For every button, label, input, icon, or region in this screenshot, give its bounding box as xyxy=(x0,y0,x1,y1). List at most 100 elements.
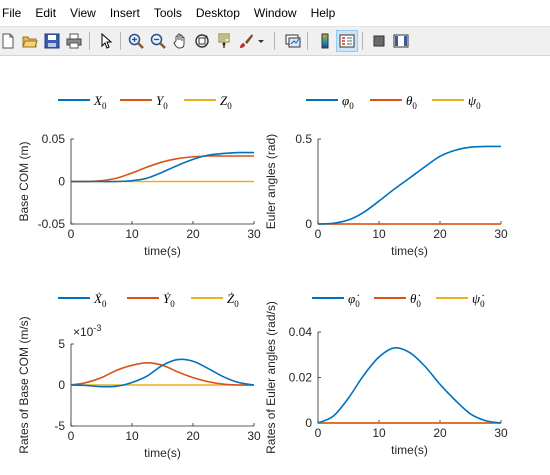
y-tick-label: 0.02 xyxy=(289,371,313,385)
legend: Ẋ0 Ẏ0 Ż0 xyxy=(58,291,239,309)
y-tick-label: 0.04 xyxy=(289,325,313,339)
legend-item-thetadot0: θ̇0 xyxy=(374,291,421,309)
x-tick-label: 20 xyxy=(186,429,200,443)
legend-label: X0 xyxy=(93,93,107,111)
open-file-icon[interactable] xyxy=(19,30,41,52)
legend-item-phi0: φ0 xyxy=(306,93,354,111)
y-tick-label: 0 xyxy=(58,175,65,189)
legend-label: Ẋ0 xyxy=(93,291,107,309)
brush-dropdown-icon[interactable] xyxy=(256,30,266,52)
legend-symbol: ψ xyxy=(468,93,477,108)
legend-label: Ż0 xyxy=(227,291,239,309)
print-icon[interactable] xyxy=(63,30,85,52)
brush-icon[interactable] xyxy=(235,30,257,52)
legend-item-phidot0: φ̇0 xyxy=(312,291,360,309)
legend-item-psidot0: ψ̇0 xyxy=(436,291,485,309)
legend-label: θ̇0 xyxy=(410,291,421,309)
link-plot-icon[interactable] xyxy=(282,30,304,52)
x-tick-label: 10 xyxy=(372,227,386,241)
legend-label: Ẏ0 xyxy=(163,291,175,309)
series-line-phi0 xyxy=(317,145,502,225)
legend-icon[interactable] xyxy=(336,30,358,52)
legend: X0 Y0 Z0 xyxy=(58,93,232,111)
legend-item-Z0: Z0 xyxy=(184,93,232,111)
legend: φ̇0 θ̇0 ψ̇0 xyxy=(312,291,485,309)
x-axis-label: time(s) xyxy=(391,443,428,457)
menu-view[interactable]: View xyxy=(70,6,96,20)
legend-item-Zdot0: Ż0 xyxy=(191,291,239,309)
legend-label: Y0 xyxy=(156,93,168,111)
legend-subscript: 0 xyxy=(102,101,107,111)
x-tick-label: 30 xyxy=(247,227,261,241)
x-tick-label: 30 xyxy=(494,426,508,440)
menu-window[interactable]: Window xyxy=(253,6,297,20)
series-line-X0 xyxy=(71,151,255,183)
hide-plot-tools-icon[interactable] xyxy=(368,30,390,52)
legend-symbol: Ẋ xyxy=(93,291,103,306)
pointer-icon[interactable] xyxy=(95,30,117,52)
x-tick-label: 20 xyxy=(186,227,200,241)
show-plot-tools-icon[interactable] xyxy=(390,30,412,52)
legend-symbol: φ xyxy=(342,93,349,108)
menu-tools[interactable]: Tools xyxy=(153,6,182,20)
x-tick-label: 10 xyxy=(125,227,139,241)
y-axis-label: Base COM (m) xyxy=(17,141,31,221)
menu-insert[interactable]: Insert xyxy=(109,6,140,20)
zoom-in-icon[interactable] xyxy=(125,30,147,52)
legend-item-psi0: ψ0 xyxy=(432,93,481,111)
legend-subscript: 0 xyxy=(170,299,175,309)
legend-symbol: φ̇ xyxy=(348,291,359,306)
y-axis-label: Euler angles (rad) xyxy=(264,134,278,229)
legend-item-Ydot0: Ẏ0 xyxy=(127,291,175,309)
series-line-Y0 xyxy=(70,155,254,183)
data-cursor-icon[interactable] xyxy=(213,30,235,52)
menu-file[interactable]: File xyxy=(2,6,22,20)
legend-subscript: 0 xyxy=(234,299,239,309)
legend-item-theta0: θ0 xyxy=(370,93,417,111)
legend-label: ψ0 xyxy=(468,93,481,111)
menu-edit[interactable]: Edit xyxy=(35,6,57,20)
rotate-3d-icon[interactable] xyxy=(191,30,213,52)
menu-help[interactable]: Help xyxy=(310,6,336,20)
series-line-phidot0 xyxy=(317,346,502,424)
y-tick-label: 0.05 xyxy=(42,132,66,146)
legend-symbol: θ̇ xyxy=(410,291,420,306)
new-figure-icon[interactable] xyxy=(0,30,19,52)
x-axis-label: time(s) xyxy=(391,244,428,258)
colorbar-icon[interactable] xyxy=(314,30,336,52)
legend-item-X0: X0 xyxy=(58,93,107,111)
legend-label: φ̇0 xyxy=(348,291,360,309)
legend-subscript: 0 xyxy=(412,101,417,111)
legend-label: θ0 xyxy=(406,93,417,111)
x-tick-label: 0 xyxy=(315,227,322,241)
legend-symbol: Ż xyxy=(227,291,235,306)
legend-symbol: X xyxy=(93,93,103,108)
legend-subscript: 0 xyxy=(349,101,354,111)
save-icon[interactable] xyxy=(41,30,63,52)
x-tick-label: 10 xyxy=(125,429,139,443)
legend-subscript: 0 xyxy=(476,101,481,111)
y-tick-label: -5 xyxy=(54,419,65,433)
legend-symbol: θ xyxy=(406,93,413,108)
y-scale-exponent: ×10-3 xyxy=(73,323,101,339)
legend-label: Z0 xyxy=(220,93,232,111)
y-tick-label: 0 xyxy=(305,416,312,430)
zoom-out-icon[interactable] xyxy=(147,30,169,52)
legend-symbol: Z xyxy=(220,93,228,108)
menu-desktop[interactable]: Desktop xyxy=(195,6,240,20)
legend-label: φ0 xyxy=(342,93,354,111)
x-tick-label: 0 xyxy=(68,227,75,241)
legend-subscript: 0 xyxy=(480,299,485,309)
menu-bar: File Edit View Insert Tools Desktop Wind… xyxy=(0,0,550,26)
x-axis-label: time(s) xyxy=(144,446,181,460)
pan-icon[interactable] xyxy=(169,30,191,52)
x-tick-label: 20 xyxy=(433,227,447,241)
legend: φ0 θ0 ψ0 xyxy=(306,93,481,111)
x-tick-label: 0 xyxy=(315,426,322,440)
y-tick-label: 0.5 xyxy=(295,132,312,146)
